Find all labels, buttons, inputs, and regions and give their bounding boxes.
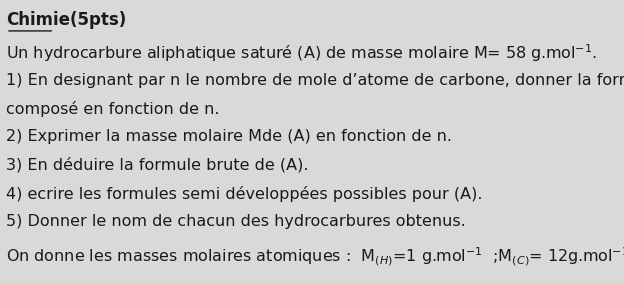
Text: 1) En designant par n le nombre de mole d’atome de carbone, donner la formule br: 1) En designant par n le nombre de mole … — [6, 73, 624, 88]
Text: 2) Exprimer la masse molaire Mde (A) en fonction de n.: 2) Exprimer la masse molaire Mde (A) en … — [6, 129, 452, 144]
Text: 5) Donner le nom de chacun des hydrocarbures obtenus.: 5) Donner le nom de chacun des hydrocarb… — [6, 214, 466, 229]
Text: Un hydrocarbure aliphatique saturé (A) de masse molaire M= 58 g.mol$^{-1}$.: Un hydrocarbure aliphatique saturé (A) d… — [6, 42, 597, 64]
Text: 3) En déduire la formule brute de (A).: 3) En déduire la formule brute de (A). — [6, 157, 308, 173]
Text: composé en fonction de n.: composé en fonction de n. — [6, 101, 220, 117]
Text: 4) ecrire les formules semi développées possibles pour (A).: 4) ecrire les formules semi développées … — [6, 185, 482, 202]
Text: On donne les masses molaires atomiques :  M$_{(H)}$=1 g.mol$^{-1}$  ;M$_{(C)}$= : On donne les masses molaires atomiques :… — [6, 246, 624, 268]
Text: Chimie(5pts): Chimie(5pts) — [6, 11, 126, 29]
